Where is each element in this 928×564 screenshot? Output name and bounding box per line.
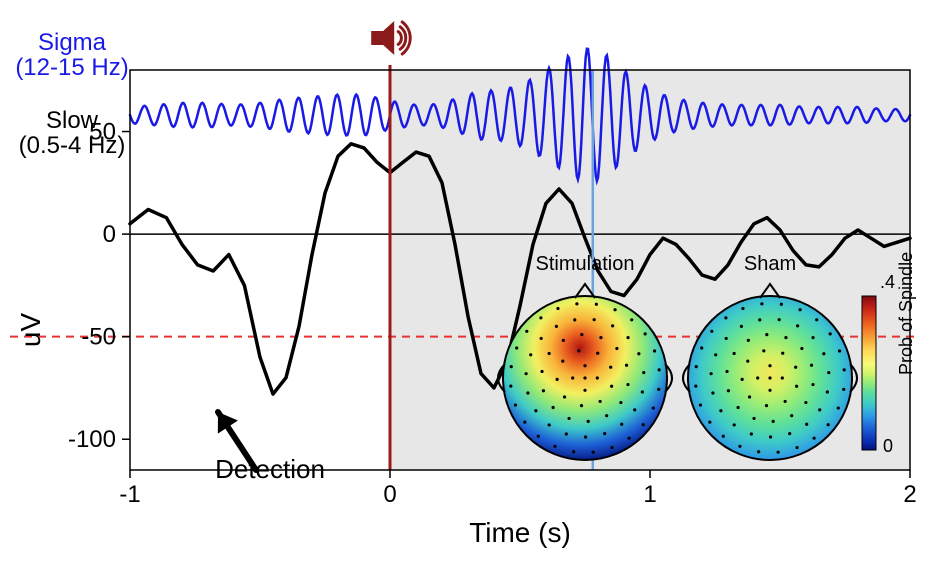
x-tick-label: 1	[643, 481, 656, 508]
stimulation-label: Stimulation	[536, 253, 635, 275]
sham-label: Sham	[744, 253, 796, 275]
speaker-icon	[371, 21, 410, 55]
colorbar	[862, 296, 876, 450]
slow-label: Slow(0.5-4 Hz)	[19, 107, 126, 159]
y-tick-label: -50	[81, 324, 116, 351]
x-tick-label: 0	[383, 481, 396, 508]
x-axis-label: Time (s)	[469, 517, 571, 548]
plot-bg-left	[130, 70, 390, 470]
y-axis-label: uV	[15, 313, 46, 348]
detection-label: Detection	[215, 454, 325, 484]
x-tick-label: -1	[119, 481, 140, 508]
y-tick-label: 0	[103, 221, 116, 248]
colorbar-min: 0	[883, 436, 893, 456]
sigma-label: Sigma(12-15 Hz)	[15, 29, 128, 81]
colorbar-max: .4	[880, 272, 895, 292]
x-tick-label: 2	[903, 481, 916, 508]
y-tick-label: -100	[68, 426, 116, 453]
colorbar-label: Prob of Spindle	[896, 252, 916, 375]
